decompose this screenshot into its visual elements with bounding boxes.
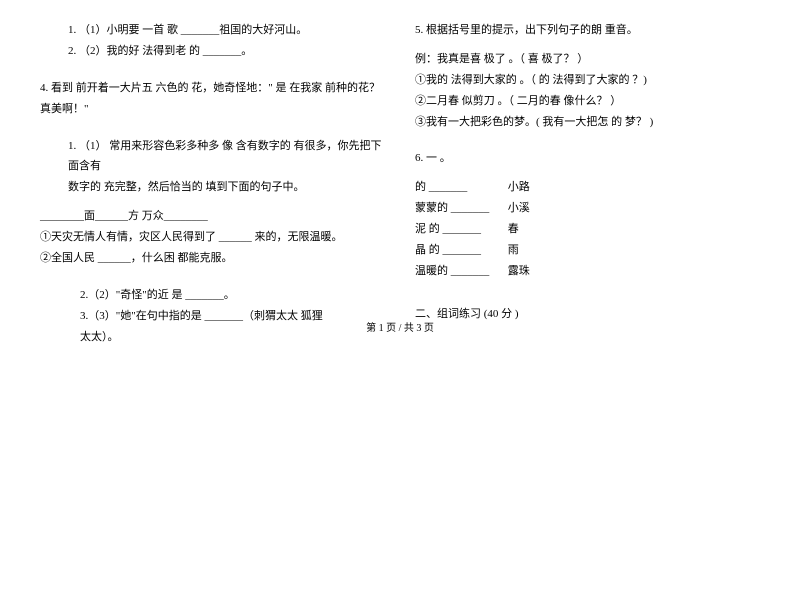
- right-column: 5. 根据括号里的提示，出下列句子的朗 重音。 例：我真是喜 极了 。（ 喜 极…: [415, 20, 760, 348]
- q4-2: 2.（2）"奇怪"的近 是 _______。: [40, 285, 385, 306]
- q6-row3: 泥 的 _______ 春: [415, 219, 760, 240]
- q5-2: ②二月春 似剪刀 。（ 二月的春 像什么？ ）: [415, 91, 760, 112]
- q5: 5. 根据括号里的提示，出下列句子的朗 重音。: [415, 20, 760, 41]
- q6-r4b: 雨: [508, 244, 519, 256]
- q4-s1: ①天灾无情人有情，灾区人民得到了 ______ 来的，无限温暖。: [40, 227, 385, 248]
- q6-r1b: 小路: [508, 181, 530, 193]
- q4-1a: 1. （1） 常用来形容色彩多种多 像 含有数字的 有很多，你先把下面含有: [40, 136, 385, 178]
- page-content: 1. （1）小明要 一首 歌 _______祖国的大好河山。 2. （2）我的好…: [0, 0, 800, 348]
- q6-r5a: 温暖的 _______: [415, 261, 505, 282]
- q6-row4: 晶 的 _______ 雨: [415, 240, 760, 261]
- q4-1b: 数字的 充完整，然后恰当的 填到下面的句子中。: [40, 177, 385, 198]
- q4-blank-row: ________面______方 万众________: [40, 206, 385, 227]
- q6-r2a: 蒙蒙的 _______: [415, 198, 505, 219]
- q1-2: 2. （2）我的好 法得到老 的 _______。: [40, 41, 385, 62]
- q4-s2: ②全国人民 ______，什么困 都能克服。: [40, 248, 385, 269]
- q6-row5: 温暖的 _______ 露珠: [415, 261, 760, 282]
- q6-r3a: 泥 的 _______: [415, 219, 505, 240]
- q5-3: ③我有一大把彩色的梦。( 我有一大把怎 的 梦？ ): [415, 112, 760, 133]
- q4: 4. 看到 前开着一大片五 六色的 花，她奇怪地：" 是 在我家 前种的花？真美…: [40, 78, 385, 120]
- q6-r2b: 小溪: [508, 202, 530, 214]
- q6-r4a: 晶 的 _______: [415, 240, 505, 261]
- q1-1: 1. （1）小明要 一首 歌 _______祖国的大好河山。: [40, 20, 385, 41]
- q6-r1a: 的 _______: [415, 177, 505, 198]
- q6: 6. 一 。: [415, 148, 760, 169]
- q5-ex: 例：我真是喜 极了 。（ 喜 极了？ ）: [415, 49, 760, 70]
- page-footer: 第 1 页 / 共 3 页: [0, 319, 800, 334]
- q6-row1: 的 _______ 小路: [415, 177, 760, 198]
- left-column: 1. （1）小明要 一首 歌 _______祖国的大好河山。 2. （2）我的好…: [40, 20, 385, 348]
- q5-1: ①我的 法得到大家的 。（ 的 法得到了大家的 ？): [415, 70, 760, 91]
- q6-r5b: 露珠: [508, 265, 530, 277]
- q6-r3b: 春: [508, 223, 519, 235]
- q6-row2: 蒙蒙的 _______ 小溪: [415, 198, 760, 219]
